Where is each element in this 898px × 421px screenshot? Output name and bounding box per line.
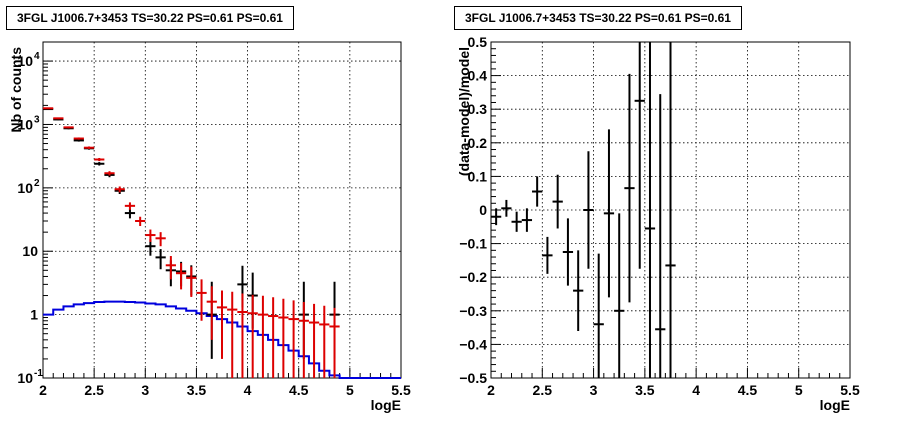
chart-title-right: 3FGL J1006.7+3453 TS=30.22 PS=0.61 PS=0.… [454,6,742,30]
y-axis-label: (data-model)/model [456,47,472,176]
residual-point [491,208,502,226]
data-point-red [114,186,125,193]
y-tick-exponent: 2 [34,178,40,189]
x-tick-label: 4 [692,382,700,398]
data-point-red [298,302,309,378]
data-point-red [73,137,84,140]
y-tick-label: 0.2 [468,135,488,151]
data-point-red [165,256,176,280]
x-tick-label: 4.5 [738,382,758,398]
residual-point [542,236,553,274]
residual-point [624,73,635,303]
x-axis-label: logE [371,397,401,413]
y-tick-label: −0.4 [459,336,487,352]
y-axis-label: Nb of counts [8,47,24,133]
data-point-red [329,307,340,378]
x-tick-label: 2.5 [84,382,104,398]
data-point-black [94,162,105,166]
data-point-red [94,157,105,162]
x-tick-label: 2 [487,382,495,398]
residual-point [511,211,522,232]
x-tick-label: 5 [346,382,354,398]
y-tick-exponent: 3 [34,114,40,125]
data-point-black [155,249,166,270]
data-point-black [124,208,136,219]
data-point-red [308,303,320,378]
data-point-red [186,266,197,297]
y-tick-label: 10 [22,243,38,259]
x-tick-label: 3.5 [635,382,655,398]
residual-point [655,94,666,378]
data-point-red [175,263,187,290]
y-tick-label: 0.3 [468,101,488,117]
x-tick-label: 4.5 [289,382,309,398]
residual-point [521,208,533,232]
residual-point [501,199,512,217]
residual-point [562,218,574,286]
data-point-red [196,279,207,321]
x-axis-label: logE [820,397,850,413]
y-tick-label: −0.2 [459,269,487,285]
data-point-red [319,305,330,378]
y-tick-label: −0.1 [459,236,487,252]
y-tick-exponent: -1 [34,368,43,379]
y-tick-label: 1 [30,307,38,323]
residual-point [603,129,615,298]
x-tick-label: 3 [590,382,598,398]
x-tick-label: 3 [141,382,149,398]
data-point-red [268,297,279,378]
data-point-red [278,298,289,378]
residual-point [665,42,676,378]
data-point-red [288,300,299,378]
y-tick-label: 10 [17,116,33,132]
residuals-panel: 2 2.5 3 3.5 4 4.5 5 5.5 −0.5 −0.4 −0.3 −0.2 −0.1 0 0.1… [456,34,860,413]
data-point-red [135,216,146,227]
data-point-red [155,232,166,247]
x-tick-label: 4 [244,382,252,398]
residual-point [583,151,594,269]
data-point-red [124,202,136,210]
data-point-red [206,286,217,340]
residual-point [614,213,625,378]
data-point-red [104,171,115,176]
y-tick-label: 0.5 [468,34,488,50]
x-tick-label: 5 [795,382,803,398]
y-tick-label: 0 [479,202,487,218]
data-point-red [257,295,269,378]
y-tick-label: 10 [17,370,33,386]
data-point-red [247,294,258,378]
residual-point [593,253,604,378]
residual-point [532,176,543,207]
data-point-red [216,290,228,359]
x-tick-label: 5.5 [840,382,860,398]
data-point-red [63,126,74,129]
data-point-red [237,293,248,378]
chart-title-left: 3FGL J1006.7+3453 TS=30.22 PS=0.61 PS=0.… [6,6,294,30]
x-tick-label: 2.5 [533,382,553,398]
y-tick-label: 10 [17,180,33,196]
y-tick-exponent: 4 [34,51,40,62]
residual-point [634,42,645,269]
y-tick-label: −0.5 [459,370,487,386]
x-tick-label: 5.5 [391,382,411,398]
y-tick-label: 10 [17,53,33,69]
data-point-red [83,146,95,150]
data-point-black [73,139,84,142]
residual-point [573,250,584,331]
data-point-red [53,117,64,120]
data-point-red [145,229,156,242]
data-point-red [43,107,54,110]
x-tick-label: 2 [39,382,47,398]
plot-frame [42,41,402,379]
residual-point [552,174,563,229]
y-tick-label: −0.3 [459,303,487,319]
y-tick-label: 0.1 [468,168,488,184]
y-tick-label: 0.4 [468,68,488,84]
data-point-red [227,291,238,378]
x-tick-label: 3.5 [187,382,207,398]
residual-point [644,42,656,378]
